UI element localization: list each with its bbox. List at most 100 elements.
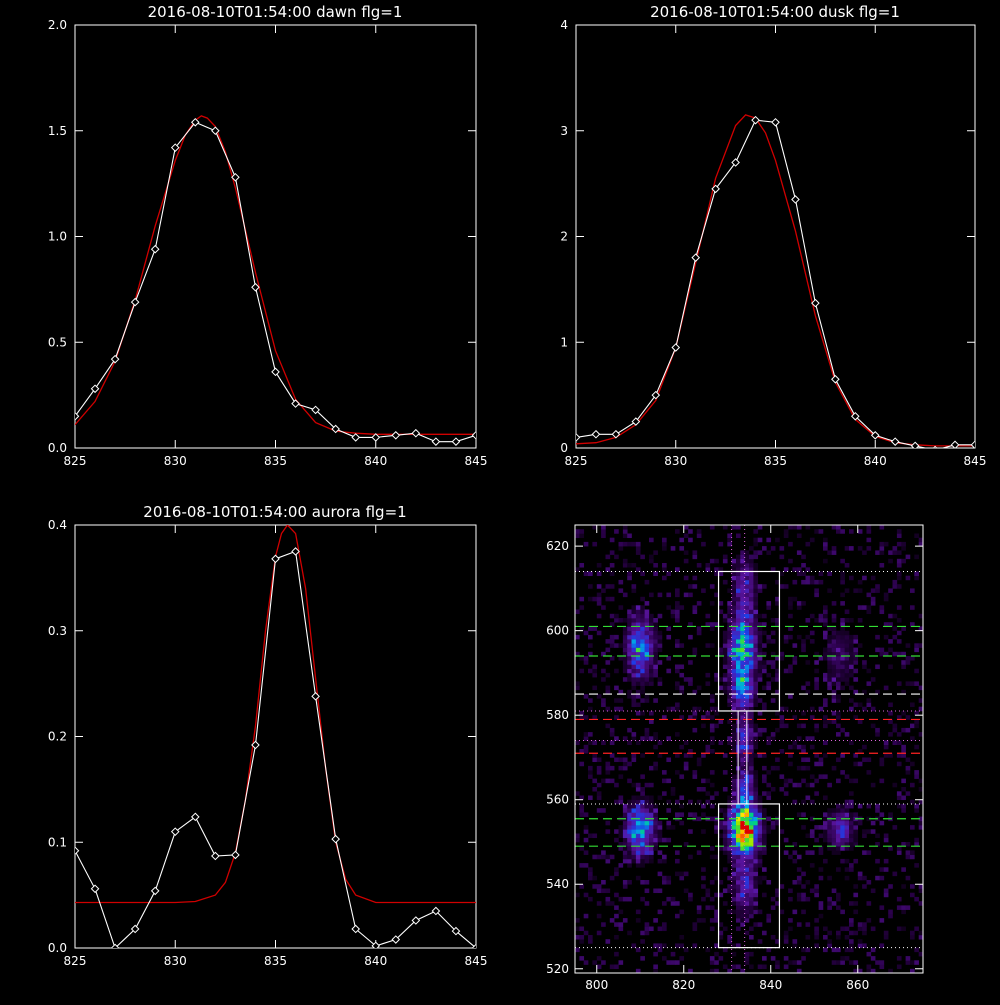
heat-pixel xyxy=(605,554,611,560)
heat-pixel xyxy=(622,541,628,547)
heat-pixel xyxy=(614,935,619,940)
heat-pixel xyxy=(905,715,911,720)
dawn-fit-line xyxy=(75,115,476,435)
heat-pixel xyxy=(583,660,589,665)
heat-pixel xyxy=(749,888,754,894)
heat-pixel xyxy=(644,799,650,805)
dusk-data-point xyxy=(631,417,641,426)
heat-pixel xyxy=(896,803,902,809)
heat-pixel xyxy=(653,626,658,631)
heat-pixel xyxy=(679,820,685,826)
heat-pixel xyxy=(827,685,832,691)
heat-pixel xyxy=(749,732,754,737)
heat-pixel xyxy=(805,681,811,686)
heat-pixel xyxy=(731,567,737,572)
heat-pixel xyxy=(614,829,619,834)
heat-pixel xyxy=(831,820,837,826)
heat-pixel xyxy=(749,770,754,775)
heat-pixel xyxy=(627,639,632,644)
heat-pixel xyxy=(722,833,728,839)
heat-pixel xyxy=(836,656,841,661)
heat-pixel xyxy=(823,947,828,953)
heat-pixel xyxy=(875,588,880,593)
heat-pixel xyxy=(588,896,593,902)
heat-pixel xyxy=(683,592,689,598)
heat-pixel xyxy=(718,846,724,851)
heat-pixel xyxy=(679,664,685,670)
heat-pixel xyxy=(631,651,637,657)
heat-pixel xyxy=(753,668,759,674)
heat-pixel xyxy=(692,715,698,720)
heat-pixel xyxy=(709,698,715,703)
heat-pixel xyxy=(640,647,645,653)
heat-pixel xyxy=(583,930,589,936)
heat-pixel xyxy=(740,867,745,872)
heat-pixel xyxy=(827,896,832,902)
heat-pixel xyxy=(840,956,845,961)
heat-pixel xyxy=(744,639,750,644)
heat-pixel xyxy=(675,592,680,598)
heat-pixel xyxy=(783,529,789,534)
heat-pixel xyxy=(753,681,759,686)
heat-pixel xyxy=(696,757,702,763)
heat-pixel xyxy=(757,833,763,839)
heat-pixel xyxy=(823,812,828,817)
heat-pixel xyxy=(731,808,737,813)
heat-pixel xyxy=(718,956,724,961)
heat-pixel xyxy=(801,812,806,817)
heat-pixel xyxy=(688,968,693,973)
heat-pixel xyxy=(731,858,737,864)
heat-pixel xyxy=(840,829,845,834)
heat-pixel xyxy=(888,884,893,889)
heat-pixel xyxy=(809,575,815,581)
heat-pixel xyxy=(844,842,850,847)
heat-pixel xyxy=(731,563,737,568)
heat-pixel xyxy=(853,968,859,973)
heat-pixel xyxy=(814,837,819,843)
heat-pixel xyxy=(844,630,850,636)
heat-pixel xyxy=(753,888,759,894)
heat-pixel xyxy=(753,605,759,610)
heat-pixel xyxy=(579,529,585,534)
heat-pixel xyxy=(740,601,745,606)
heat-pixel xyxy=(901,867,906,872)
heat-pixel xyxy=(640,833,645,839)
heat-pixel xyxy=(653,664,658,670)
heat-pixel xyxy=(675,871,680,877)
heat-pixel xyxy=(649,664,654,670)
heat-pixel xyxy=(892,782,898,788)
heat-pixel xyxy=(749,601,754,606)
heat-pixel xyxy=(662,778,667,784)
heat-pixel xyxy=(731,732,737,737)
heat-pixel xyxy=(679,803,685,809)
heat-pixel xyxy=(862,660,867,665)
heat-pixel xyxy=(831,630,837,636)
heat-pixel xyxy=(753,554,759,560)
heat-pixel xyxy=(640,816,645,822)
heat-pixel xyxy=(740,787,745,792)
heat-pixel xyxy=(744,951,750,957)
heat-pixel xyxy=(583,715,589,720)
heat-pixel xyxy=(770,956,776,961)
heat-pixel xyxy=(666,825,672,830)
heat-pixel xyxy=(709,770,715,775)
heat-pixel xyxy=(736,567,741,572)
heat-pixel xyxy=(605,647,611,653)
heat-pixel xyxy=(892,651,898,657)
heat-pixel xyxy=(849,575,854,581)
heat-pixel xyxy=(731,689,737,695)
heat-pixel xyxy=(870,706,876,712)
heat-pixel xyxy=(831,626,837,631)
heat-pixel xyxy=(588,935,593,940)
heat-pixel xyxy=(601,533,606,539)
heat-pixel xyxy=(627,858,632,864)
dawn-data-point xyxy=(351,433,361,442)
heat-pixel xyxy=(688,622,693,627)
heat-pixel xyxy=(740,880,745,885)
heat-pixel xyxy=(749,702,754,708)
heat-pixel xyxy=(749,677,754,682)
heat-pixel xyxy=(736,634,741,640)
heat-pixel xyxy=(883,837,889,843)
